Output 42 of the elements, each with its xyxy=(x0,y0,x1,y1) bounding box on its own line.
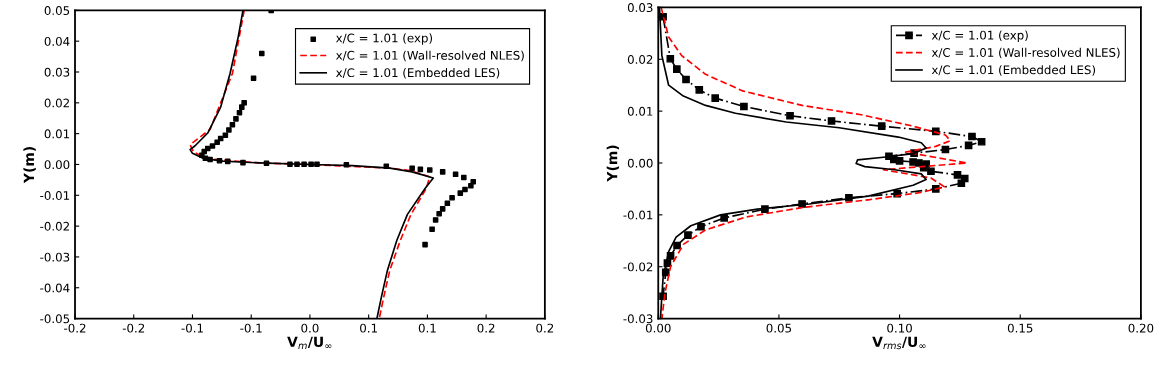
legend-label: x/C = 1.01 (Embedded LES) xyxy=(931,65,1096,76)
y-tick-label: -0.03 xyxy=(40,252,70,262)
x-axis-title: V$_{m}$/U$_{∞}$ xyxy=(287,336,332,350)
y-tick-label: 0.03 xyxy=(44,67,70,77)
x-axis-title: V$_{rms}$/U$_{∞}$ xyxy=(872,336,926,350)
y-tick-label: -0.01 xyxy=(40,191,70,200)
x-tick-label: -0.2 xyxy=(64,323,86,333)
x-tick-label: 0.20 xyxy=(1128,323,1154,333)
x-tick-label: -0.1 xyxy=(181,323,203,333)
x-tick-label: 0.2 xyxy=(536,323,554,333)
x-tick-label: 0.10 xyxy=(887,323,912,333)
y-tick-label: 0.02 xyxy=(627,54,653,64)
y-tick-label: 0.05 xyxy=(44,6,70,16)
y-tick-label: -0.02 xyxy=(40,221,69,231)
x-tick-label: 0.2 xyxy=(477,323,495,333)
y-tick-label: -0.04 xyxy=(40,283,70,293)
x-tick-label: 0.0 xyxy=(301,323,319,333)
y-tick-label: 0.00 xyxy=(627,158,653,168)
y-tick-label: -0.05 xyxy=(40,314,70,324)
legend-label: x/C = 1.01 (Wall-resolved NLES) xyxy=(931,47,1120,59)
y-axis-title: Y(m) xyxy=(23,147,36,184)
y-tick-label: -0.01 xyxy=(623,210,653,220)
y-tick-label: 0.04 xyxy=(44,36,70,46)
legend-label: x/C = 1.01 (Wall-resolved NLES) xyxy=(335,50,524,62)
y-axis-title: Y(m) xyxy=(606,145,620,182)
x-tick-label: 0.1 xyxy=(418,323,436,333)
y-tick-label: 0.03 xyxy=(627,3,653,13)
x-tick-label: 0.15 xyxy=(1007,323,1033,333)
x-tick-label: -0.2 xyxy=(122,323,145,333)
y-tick-label: 0.01 xyxy=(627,106,653,116)
x-tick-label: 0.1 xyxy=(360,323,377,333)
y-tick-label: 0.01 xyxy=(44,129,70,139)
legend-label: x/C = 1.01 (exp) xyxy=(335,33,433,45)
x-tick-label: 0.05 xyxy=(766,323,792,333)
x-tick-label: -0.1 xyxy=(240,323,262,333)
y-tick-label: 0.02 xyxy=(44,98,69,108)
x-tick-label: 0.00 xyxy=(645,323,671,333)
y-tick-label: -0.02 xyxy=(623,262,653,272)
legend-label: x/C = 1.01 (exp) xyxy=(931,30,1028,42)
legend-label: x/C = 1.01 (Embedded LES) xyxy=(335,67,500,79)
y-tick-label: 0.00 xyxy=(44,160,70,170)
y-tick-label: -0.03 xyxy=(623,314,653,324)
